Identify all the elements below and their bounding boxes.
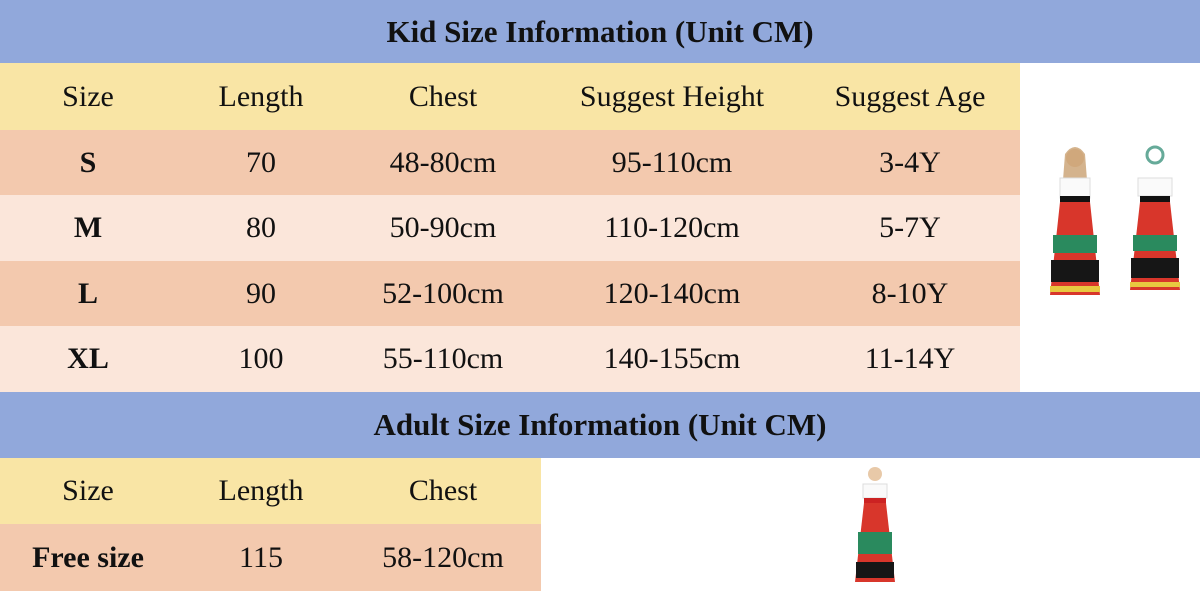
table-cell: 115 (239, 540, 283, 574)
column-header: Suggest Age (834, 79, 986, 113)
adult-size-title: Adult Size Information (Unit CM) (0, 392, 1200, 458)
kid-size-title: Kid Size Information (Unit CM) (0, 0, 1200, 63)
table-cell: 8-10Y (871, 276, 949, 310)
kid-model-front (1050, 147, 1100, 295)
table-row: Free size 115 58-120cm (0, 524, 541, 591)
table-cell: 48-80cm (389, 145, 497, 179)
table-row: XL 100 55-110cm 140-155cm 11-14Y (0, 326, 1020, 392)
table-row: M 80 50-90cm 110-120cm 5-7Y (0, 195, 1020, 261)
header-row: Size Length Chest Suggest Height Suggest Age (0, 63, 1020, 130)
table-cell: 100 (238, 342, 284, 375)
column-header: Chest (408, 474, 478, 507)
table-cell: 70 (246, 145, 276, 179)
table-cell: S (79, 145, 97, 179)
column-header: Suggest Height (579, 79, 765, 113)
table-cell: 55-110cm (382, 342, 504, 375)
header-row: Size Length Chest (0, 458, 541, 524)
column-header: Chest (408, 79, 478, 113)
table-cell: 3-4Y (879, 145, 941, 179)
table-cell: 58-120cm (382, 540, 504, 574)
table-cell: 120-140cm (603, 276, 741, 310)
table-cell: 80 (246, 211, 276, 244)
column-header: Length (218, 474, 304, 507)
table-cell: Free size (32, 540, 144, 574)
column-header: Size (62, 474, 114, 507)
table-cell: 52-100cm (382, 276, 504, 310)
table-cell: 5-7Y (879, 211, 941, 244)
kid-dress-back (1130, 145, 1180, 290)
table-cell: 140-155cm (603, 342, 741, 375)
table-cell: M (73, 211, 103, 244)
kid-dress-product-image (1050, 145, 1180, 295)
table-cell: 50-90cm (389, 211, 497, 244)
table-cell: 90 (246, 276, 276, 310)
table-cell: 95-110cm (611, 145, 733, 179)
table-row: L 90 52-100cm 120-140cm 8-10Y (0, 261, 1020, 326)
table-cell: XL (67, 342, 109, 375)
column-header: Length (218, 79, 304, 113)
table-cell: 110-120cm (604, 211, 740, 244)
table-row: S 70 48-80cm 95-110cm 3-4Y (0, 130, 1020, 195)
adult-dress-product-image (855, 467, 895, 582)
table-cell: 11-14Y (864, 342, 956, 375)
table-cell: L (77, 276, 99, 310)
column-header: Size (62, 79, 114, 113)
